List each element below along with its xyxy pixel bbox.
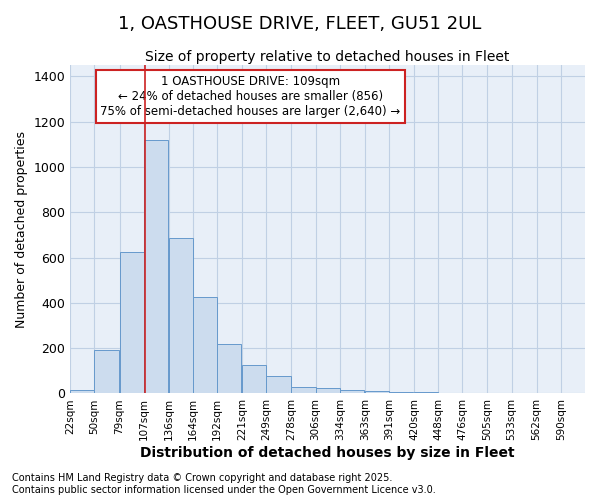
Bar bbox=[217, 344, 241, 394]
Bar bbox=[316, 388, 340, 394]
Bar bbox=[70, 390, 94, 394]
Bar bbox=[340, 390, 364, 394]
Bar bbox=[389, 392, 413, 394]
X-axis label: Distribution of detached houses by size in Fleet: Distribution of detached houses by size … bbox=[140, 446, 515, 460]
Bar bbox=[94, 350, 119, 394]
Title: Size of property relative to detached houses in Fleet: Size of property relative to detached ho… bbox=[145, 50, 510, 64]
Y-axis label: Number of detached properties: Number of detached properties bbox=[15, 131, 28, 328]
Text: Contains HM Land Registry data © Crown copyright and database right 2025.
Contai: Contains HM Land Registry data © Crown c… bbox=[12, 474, 436, 495]
Bar bbox=[242, 365, 266, 394]
Bar bbox=[266, 376, 290, 394]
Bar bbox=[438, 393, 463, 394]
Bar bbox=[119, 252, 143, 394]
Text: 1, OASTHOUSE DRIVE, FLEET, GU51 2UL: 1, OASTHOUSE DRIVE, FLEET, GU51 2UL bbox=[118, 15, 482, 33]
Bar bbox=[414, 392, 438, 394]
Bar bbox=[365, 391, 389, 394]
Bar bbox=[292, 387, 316, 394]
Bar bbox=[143, 140, 168, 394]
Text: 1 OASTHOUSE DRIVE: 109sqm
← 24% of detached houses are smaller (856)
75% of semi: 1 OASTHOUSE DRIVE: 109sqm ← 24% of detac… bbox=[100, 75, 401, 118]
Bar bbox=[169, 238, 193, 394]
Bar bbox=[193, 296, 217, 394]
